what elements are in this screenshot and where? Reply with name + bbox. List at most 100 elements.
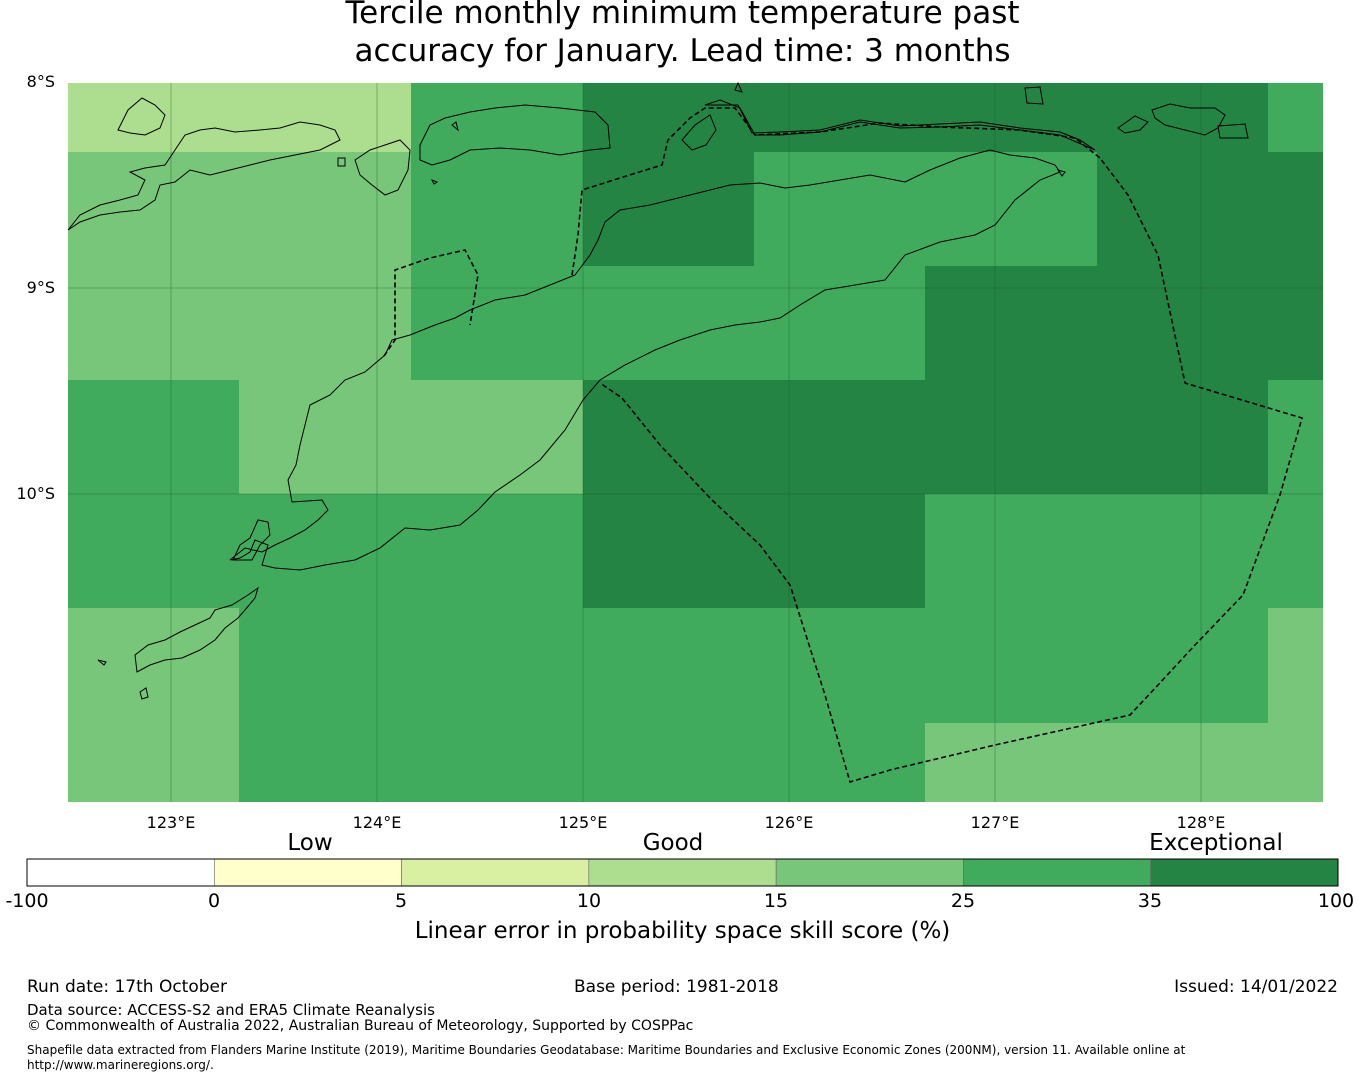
grid-cell: [925, 723, 1097, 802]
grid-cell: [68, 723, 239, 802]
lat-label-9s: 9°S: [26, 278, 55, 297]
grid-cell: [925, 152, 1097, 266]
small-isle-3: [451, 121, 459, 132]
tick-100: 100: [1317, 890, 1355, 912]
grid-cell: [239, 152, 411, 266]
lon-label-124e: 124°E: [352, 813, 402, 832]
grid-cell: [583, 83, 754, 152]
alor-coastline: [419, 104, 611, 166]
grid-cell: [583, 723, 754, 802]
grid-cell: [411, 723, 583, 802]
grid-cell: [68, 380, 239, 494]
grid-cell: [925, 380, 1097, 494]
grid-cell: [411, 608, 583, 723]
shapefile-credit-2: http://www.marineregions.org/.: [27, 1058, 214, 1072]
lon-label-125e: 125°E: [558, 813, 608, 832]
map-title: Tercile monthly minimum temperature past…: [0, 0, 1365, 70]
small-isle-5: [734, 81, 743, 93]
grid-cell: [411, 266, 583, 380]
grid-cell: [411, 380, 583, 494]
category-good: Good: [642, 830, 704, 856]
maritime-boundaries: [383, 107, 1303, 783]
grid-cell: [68, 608, 239, 723]
grid-cell: [583, 494, 754, 608]
grid-cell: [583, 152, 754, 266]
lon-label-126e: 126°E: [764, 813, 814, 832]
atauro-coastline: [681, 114, 717, 151]
grid-cell: [1268, 723, 1323, 802]
timor-coastline: [229, 149, 1061, 571]
lat-label-8s: 8°S: [26, 72, 55, 91]
small-isle-4: [1056, 169, 1066, 177]
grid-cell: [1097, 380, 1268, 494]
grid-cell: [754, 380, 925, 494]
lon-label-123e: 123°E: [146, 813, 196, 832]
tick-15: 15: [763, 890, 789, 912]
small-isle-1: [337, 157, 346, 167]
grid-cell: [1097, 266, 1268, 380]
title-line-1: Tercile monthly minimum temperature past: [345, 0, 1020, 31]
grid-cell: [239, 608, 411, 723]
leti-coastline: [1117, 115, 1149, 134]
grid-cell: [68, 494, 239, 608]
grid-cell: [583, 608, 754, 723]
grid-cell: [754, 266, 925, 380]
tick-0: 0: [207, 890, 221, 912]
grid-cell: [68, 266, 239, 380]
grid-cell: [925, 494, 1097, 608]
ndao-coastline: [97, 659, 107, 666]
grid-cell: [925, 608, 1097, 723]
small-isle-2: [430, 179, 439, 185]
shapefile-credit-1: Shapefile data extracted from Flanders M…: [27, 1043, 1186, 1057]
data-source: Data source: ACCESS-S2 and ERA5 Climate …: [27, 1001, 435, 1019]
tick-35: 35: [1137, 890, 1163, 912]
oecusse-boundary: [383, 249, 479, 357]
grid-cell: [754, 83, 925, 152]
adonara-coastline: [117, 97, 166, 136]
base-period: Base period: 1981-2018: [574, 977, 779, 997]
grid-cell: [1268, 608, 1323, 723]
grid-cell: [1268, 152, 1323, 266]
tick-minus100: -100: [5, 890, 49, 912]
grid-cell: [754, 152, 925, 266]
rote-coastline: [232, 519, 271, 561]
grid-cell: [239, 723, 411, 802]
skill-grid: [68, 83, 1323, 802]
grid-cell: [239, 380, 411, 494]
timor-leste-eez: [571, 107, 1303, 783]
grid-cell: [411, 494, 583, 608]
issued-date: Issued: 14/01/2022: [1174, 977, 1338, 997]
grid-cell: [1268, 83, 1323, 152]
wetar-coastline: [704, 99, 1096, 151]
grid-cell: [1268, 380, 1323, 494]
grid-cell: [1268, 494, 1323, 608]
grid-cell: [1097, 723, 1268, 802]
title-line-2: accuracy for January. Lead time: 3 month…: [354, 33, 1011, 69]
sawu-coastline: [139, 687, 149, 700]
graticule: [68, 83, 1323, 802]
category-exceptional: Exceptional: [1149, 830, 1283, 856]
grid-cell: [754, 494, 925, 608]
flores-coastline: [67, 121, 341, 231]
rote-island-coastline: [134, 586, 259, 673]
grid-cell: [583, 380, 754, 494]
grid-cell: [1268, 266, 1323, 380]
colorbar-label: Linear error in probability space skill …: [414, 918, 951, 944]
grid-cell: [411, 152, 583, 266]
grid-cell: [754, 608, 925, 723]
grid-cell: [1097, 152, 1268, 266]
grid-cell: [239, 83, 411, 152]
grid-cell: [1097, 608, 1268, 723]
grid-cell: [68, 152, 239, 266]
lat-label-10s: 10°S: [16, 484, 55, 503]
grid-cell: [411, 83, 583, 152]
grid-cell: [925, 266, 1097, 380]
coastlines: [67, 81, 1249, 700]
tick-5: 5: [394, 890, 408, 912]
tick-25: 25: [950, 890, 976, 912]
run-date: Run date: 17th October: [27, 977, 227, 997]
grid-cell: [239, 266, 411, 380]
category-low: Low: [287, 830, 333, 856]
grid-cell: [1097, 494, 1268, 608]
